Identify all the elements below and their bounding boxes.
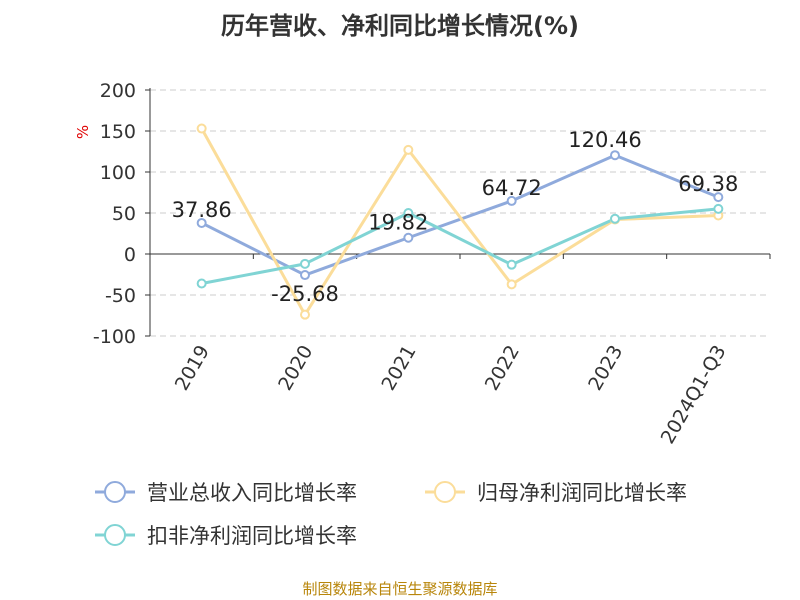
y-tick-label: 50: [112, 203, 136, 225]
data-point: [403, 144, 414, 155]
data-point: [610, 150, 620, 161]
data-label: -25.68: [271, 282, 339, 306]
y-tick-label: -50: [105, 285, 136, 307]
source-note: 制图数据来自恒生聚源数据库: [302, 580, 498, 598]
y-tick-label: 200: [100, 80, 136, 102]
axes: [145, 88, 771, 337]
legend-swatch-marker: [104, 481, 126, 503]
data-point: [713, 192, 724, 203]
legend-label: 营业总收入同比增长率: [147, 481, 357, 505]
data-label: 37.86: [172, 198, 232, 222]
data-point: [196, 278, 207, 289]
data-point: [610, 213, 620, 224]
data-point: [196, 217, 207, 228]
y-tick-label: -100: [93, 326, 136, 348]
y-tick-label: 0: [124, 244, 136, 266]
y-tick-labels: 200 150 100 50 0 -50 -100: [93, 80, 136, 348]
legend-item-1: 营业总收入同比增长率: [95, 481, 357, 505]
data-point: [506, 279, 517, 290]
x-tick-label: 2021: [377, 342, 420, 395]
data-point: [196, 123, 207, 134]
data-label: 19.82: [368, 211, 428, 235]
chart-title: 历年营收、净利同比增长情况(%): [221, 12, 579, 40]
data-label: 69.38: [678, 172, 738, 196]
y-tick-label: 100: [100, 162, 136, 184]
x-tick-label: 2024Q1-Q3: [657, 342, 731, 448]
data-labels: 37.86 -25.68 19.82 64.72 120.46 69.38: [172, 128, 739, 306]
series-line-2: [200, 127, 719, 317]
y-axis-label: %: [74, 125, 92, 139]
legend-label: 扣非净利润同比增长率: [147, 524, 357, 548]
data-point: [713, 203, 724, 214]
x-tick-label: 2020: [274, 342, 317, 395]
x-tick-labels: 2019 2020 2021 2022 2023 2024Q1-Q3: [171, 342, 731, 448]
data-label: 120.46: [568, 128, 641, 152]
data-point: [403, 232, 414, 243]
x-tick-label: 2022: [481, 342, 524, 395]
data-point: [506, 195, 517, 206]
series-points: [196, 123, 724, 320]
y-tick-label: 150: [100, 121, 136, 143]
series-line-3: [201, 207, 719, 285]
data-point: [403, 208, 414, 218]
data-point: [506, 259, 517, 270]
legend-item-2: 归母净利润同比增长率: [425, 481, 687, 505]
legend-swatch-marker: [434, 481, 456, 503]
data-label: 64.72: [482, 176, 542, 200]
x-tick-label: 2019: [171, 342, 214, 395]
gridlines: [150, 89, 770, 337]
x-tick-label: 2023: [584, 342, 627, 395]
data-point: [300, 309, 310, 320]
legend-label: 归母净利润同比增长率: [477, 481, 687, 505]
series-lines: [200, 127, 719, 317]
legend-swatch-marker: [104, 524, 126, 546]
data-point: [300, 258, 310, 269]
data-point: [300, 270, 310, 281]
legend-item-3: 扣非净利润同比增长率: [95, 524, 357, 548]
